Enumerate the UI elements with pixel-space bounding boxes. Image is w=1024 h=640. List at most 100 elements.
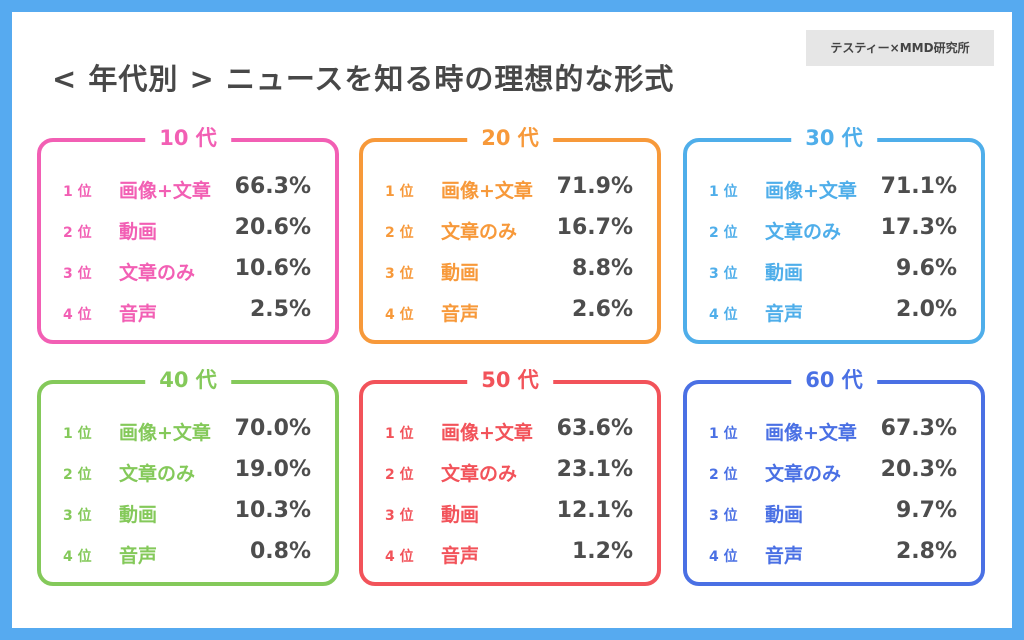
ranking-row: 4 位 音声 2.6% xyxy=(363,295,657,327)
rank-label: 1 位 xyxy=(63,426,92,442)
format-label: 音声 xyxy=(765,303,804,325)
percentage-value: 2.6% xyxy=(571,297,633,322)
panel-title: 50 代 xyxy=(467,365,553,395)
rank-label: 2 位 xyxy=(385,225,414,241)
format-label: 画像+文章 xyxy=(441,180,533,202)
rank-label: 3 位 xyxy=(63,266,92,282)
ranking-row: 4 位 音声 0.8% xyxy=(41,537,335,569)
format-label: 画像+文章 xyxy=(119,422,211,444)
ranking-row: 4 位 音声 2.8% xyxy=(687,537,981,569)
format-label: 文章のみ xyxy=(441,463,518,485)
credit-badge: テスティー×MMD研究所 xyxy=(806,30,994,66)
percentage-value: 8.8% xyxy=(571,256,633,281)
format-label: 動画 xyxy=(119,504,158,526)
rank-label: 4 位 xyxy=(709,549,738,565)
rank-label: 3 位 xyxy=(385,508,414,524)
ranking-row: 3 位 文章のみ 10.6% xyxy=(41,254,335,286)
ranking-row: 2 位 文章のみ 16.7% xyxy=(363,213,657,245)
format-label: 画像+文章 xyxy=(119,180,211,202)
format-label: 文章のみ xyxy=(765,221,842,243)
rank-label: 4 位 xyxy=(385,549,414,565)
percentage-value: 67.3% xyxy=(880,416,957,441)
format-label: 画像+文章 xyxy=(765,180,857,202)
percentage-value: 10.3% xyxy=(234,498,311,523)
format-label: 文章のみ xyxy=(119,262,196,284)
ranking-row: 1 位 画像+文章 63.6% xyxy=(363,414,657,446)
ranking-row: 1 位 画像+文章 71.9% xyxy=(363,172,657,204)
percentage-value: 71.9% xyxy=(556,174,633,199)
rank-label: 1 位 xyxy=(709,184,738,200)
ranking-row: 3 位 動画 12.1% xyxy=(363,496,657,528)
panel-title: 40 代 xyxy=(145,365,231,395)
percentage-value: 2.5% xyxy=(249,297,311,322)
panel-title: 10 代 xyxy=(145,123,231,153)
format-label: 音声 xyxy=(765,545,804,567)
rank-label: 4 位 xyxy=(709,307,738,323)
ranking-row: 1 位 画像+文章 71.1% xyxy=(687,172,981,204)
percentage-value: 0.8% xyxy=(249,539,311,564)
format-label: 文章のみ xyxy=(441,221,518,243)
ranking-row: 1 位 画像+文章 67.3% xyxy=(687,414,981,446)
rank-label: 3 位 xyxy=(63,508,92,524)
rank-label: 1 位 xyxy=(385,426,414,442)
format-label: 動画 xyxy=(119,221,158,243)
percentage-value: 17.3% xyxy=(880,215,957,240)
format-label: 文章のみ xyxy=(119,463,196,485)
format-label: 画像+文章 xyxy=(765,422,857,444)
percentage-value: 9.7% xyxy=(895,498,957,523)
age-group-panel: 10 代 1 位 画像+文章 66.3% 2 位 動画 20.6% 3 位 文章のみ 10.6% 4… xyxy=(37,123,339,344)
rank-label: 3 位 xyxy=(709,266,738,282)
ranking-row: 2 位 動画 20.6% xyxy=(41,213,335,245)
percentage-value: 2.0% xyxy=(895,297,957,322)
ranking-row: 3 位 動画 8.8% xyxy=(363,254,657,286)
format-label: 音声 xyxy=(441,303,480,325)
rank-label: 4 位 xyxy=(63,549,92,565)
ranking-row: 4 位 音声 1.2% xyxy=(363,537,657,569)
percentage-value: 23.1% xyxy=(556,457,633,482)
rank-label: 3 位 xyxy=(385,266,414,282)
age-group-panel: 30 代 1 位 画像+文章 71.1% 2 位 文章のみ 17.3% 3 位 動画 9.6% 4 … xyxy=(683,123,985,344)
age-group-panel: 20 代 1 位 画像+文章 71.9% 2 位 文章のみ 16.7% 3 位 動画 8.8% 4 … xyxy=(359,123,661,344)
age-group-panel: 40 代 1 位 画像+文章 70.0% 2 位 文章のみ 19.0% 3 位 動画 10.3% 4… xyxy=(37,365,339,586)
panel-title: 60 代 xyxy=(791,365,877,395)
age-group-panel: 60 代 1 位 画像+文章 67.3% 2 位 文章のみ 20.3% 3 位 動画 9.7% 4 … xyxy=(683,365,985,586)
format-label: 音声 xyxy=(441,545,480,567)
percentage-value: 12.1% xyxy=(556,498,633,523)
format-label: 動画 xyxy=(765,262,804,284)
page-title: < 年代別 > ニュースを知る時の理想的な形式 xyxy=(52,62,675,96)
percentage-value: 9.6% xyxy=(895,256,957,281)
format-label: 音声 xyxy=(119,545,158,567)
ranking-row: 1 位 画像+文章 66.3% xyxy=(41,172,335,204)
format-label: 音声 xyxy=(119,303,158,325)
rank-label: 2 位 xyxy=(709,225,738,241)
percentage-value: 2.8% xyxy=(895,539,957,564)
panel-title: 30 代 xyxy=(791,123,877,153)
format-label: 動画 xyxy=(441,504,480,526)
format-label: 動画 xyxy=(441,262,480,284)
percentage-value: 1.2% xyxy=(571,539,633,564)
ranking-row: 3 位 動画 10.3% xyxy=(41,496,335,528)
percentage-value: 16.7% xyxy=(556,215,633,240)
ranking-row: 2 位 文章のみ 19.0% xyxy=(41,455,335,487)
ranking-row: 3 位 動画 9.7% xyxy=(687,496,981,528)
format-label: 動画 xyxy=(765,504,804,526)
rank-label: 2 位 xyxy=(63,225,92,241)
percentage-value: 71.1% xyxy=(880,174,957,199)
ranking-row: 2 位 文章のみ 20.3% xyxy=(687,455,981,487)
rank-label: 2 位 xyxy=(709,467,738,483)
percentage-value: 20.6% xyxy=(234,215,311,240)
format-label: 文章のみ xyxy=(765,463,842,485)
rank-label: 2 位 xyxy=(385,467,414,483)
percentage-value: 10.6% xyxy=(234,256,311,281)
format-label: 画像+文章 xyxy=(441,422,533,444)
percentage-value: 20.3% xyxy=(880,457,957,482)
rank-label: 1 位 xyxy=(709,426,738,442)
rank-label: 1 位 xyxy=(63,184,92,200)
panel-title: 20 代 xyxy=(467,123,553,153)
percentage-value: 70.0% xyxy=(234,416,311,441)
age-group-panel: 50 代 1 位 画像+文章 63.6% 2 位 文章のみ 23.1% 3 位 動画 12.1% 4… xyxy=(359,365,661,586)
rank-label: 1 位 xyxy=(385,184,414,200)
ranking-row: 2 位 文章のみ 17.3% xyxy=(687,213,981,245)
rank-label: 3 位 xyxy=(709,508,738,524)
percentage-value: 63.6% xyxy=(556,416,633,441)
